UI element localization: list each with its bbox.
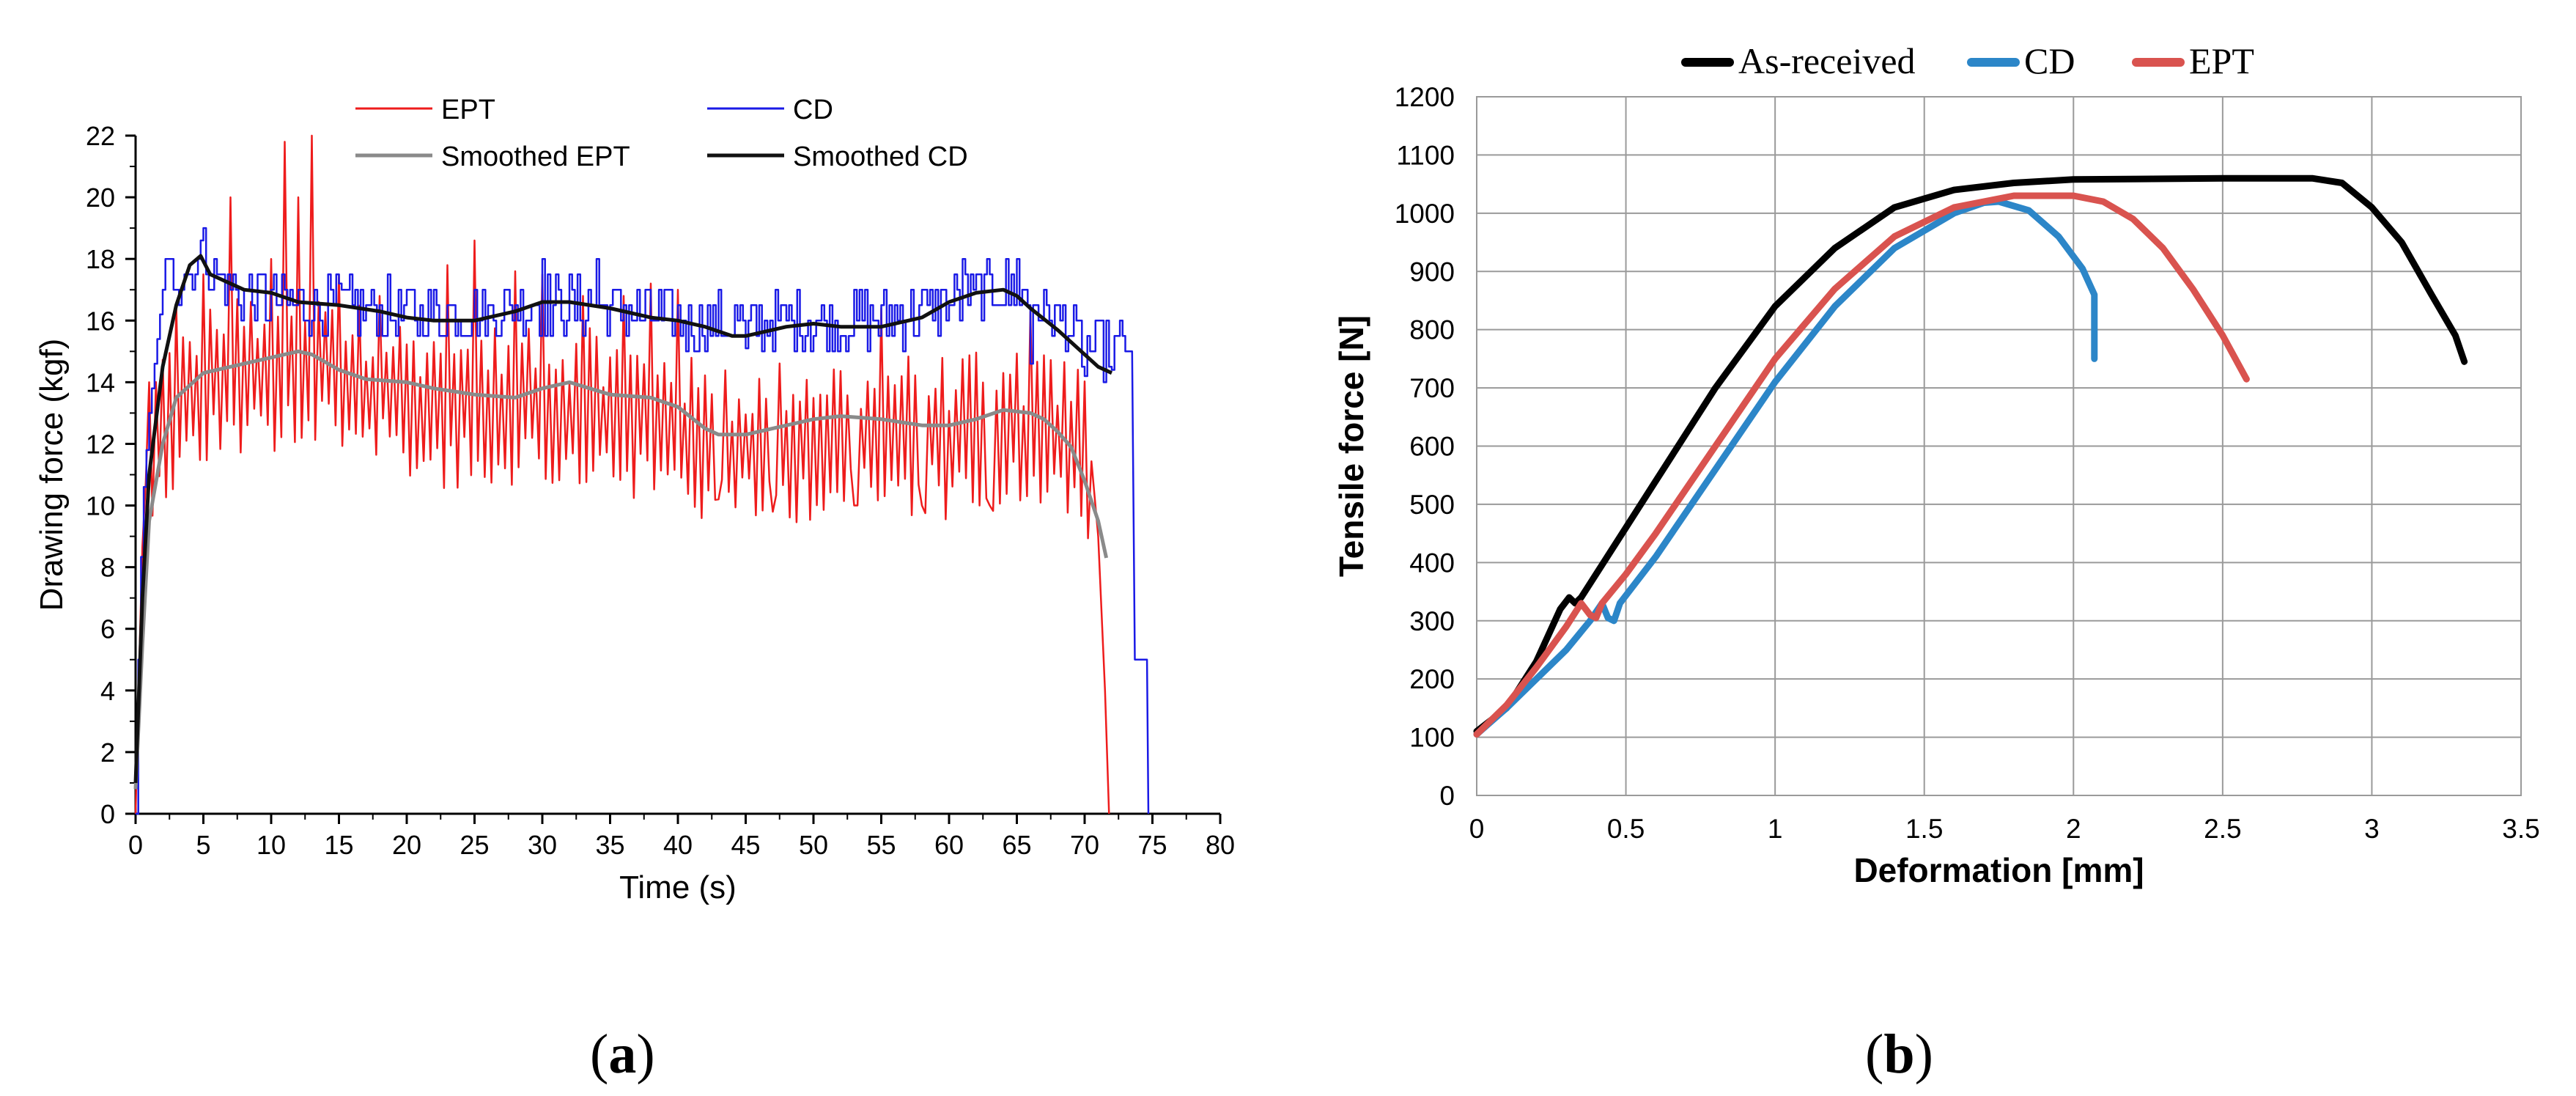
panel-b-series-cd (1473, 198, 2098, 738)
legend-label-smoothed-cd: Smoothed CD (793, 141, 968, 172)
panel-a-x-tick-label: 25 (460, 830, 489, 860)
panel-b-plot-frame (1476, 96, 2522, 796)
panel-a-y-tick-label: 10 (86, 491, 115, 521)
panel-a-caption: (a) (590, 1023, 655, 1086)
panel-b-series (1473, 174, 2468, 738)
panel-a-y-tick-label: 8 (100, 553, 115, 583)
panel-a-x-tick-label: 50 (799, 830, 828, 860)
panel-b-y-tick-label: 0 (1439, 781, 1455, 811)
panel-b-x-tick-label: 0 (1469, 814, 1485, 844)
panel-a-x-tick-label: 0 (128, 830, 143, 860)
panel-b-y-tick-label: 1100 (1396, 140, 1455, 170)
panel-b-x-tick-label: 1 (1768, 814, 1783, 844)
caption-a-open: ( (590, 1023, 609, 1085)
panel-a-y-tick-label: 4 (100, 676, 115, 706)
panel-b-axes: 0100200300400500600700800900100011001200… (1395, 82, 2540, 844)
panel-a-series-smoothed-cd (133, 254, 1113, 784)
panel-a-x-tick-label: 20 (392, 830, 421, 860)
panel-b-y-tick-label: 100 (1409, 723, 1455, 753)
panel-a-y-tick-label: 12 (86, 429, 115, 459)
legend-label-smoothed-ept: Smoothed EPT (441, 141, 630, 172)
panel-b-legend: As-received CD EPT (1681, 40, 2254, 81)
panel-a-y-tick-label: 22 (86, 121, 115, 151)
panel-a-y-tick-label: 20 (86, 183, 115, 213)
panel-b-chart: 0100200300400500600700800900100011001200… (1332, 40, 2540, 889)
panel-a-x-tick-label: 80 (1206, 830, 1235, 860)
panel-a-x-tick-label: 15 (324, 830, 353, 860)
panel-b-caption: (b) (1865, 1023, 1933, 1086)
panel-b-y-tick-label: 1000 (1395, 199, 1455, 229)
panel-a-x-tick-label: 45 (731, 830, 760, 860)
caption-a-close: ) (636, 1023, 655, 1085)
panel-b-x-tick-label: 2.5 (2204, 814, 2241, 844)
panel-a-x-tick-label: 75 (1137, 830, 1167, 860)
legend-label-cd: CD (793, 95, 833, 125)
panel-a-series-cd (136, 227, 1150, 815)
panel-b-y-tick-label: 1200 (1395, 82, 1455, 112)
panel-b-y-tick-label: 900 (1409, 257, 1455, 287)
caption-b-letter: b (1883, 1023, 1915, 1085)
panel-a-series-smoothed-ept (133, 349, 1109, 790)
panel-a-x-tick-label: 60 (934, 830, 964, 860)
panel-a-y-tick-label: 18 (86, 244, 115, 274)
legend-label-ept: EPT (2189, 40, 2254, 81)
panel-b-y-tick-label: 500 (1409, 490, 1455, 520)
panel-a-x-tick-label: 10 (257, 830, 286, 860)
panel-a-y-tick-label: 14 (86, 367, 115, 397)
panel-b-x-tick-label: 3 (2364, 814, 2380, 844)
legend-label-ept: EPT (441, 95, 495, 125)
panel-a-series (133, 134, 1150, 815)
panel-a-x-tick-label: 35 (595, 830, 624, 860)
panel-b-x-axis-label: Deformation [mm] (1853, 851, 2144, 889)
panel-b-y-tick-label: 800 (1409, 315, 1455, 345)
panel-b-y-axis-label: Tensile force [N] (1332, 315, 1370, 577)
panel-b-series-as-received (1473, 174, 2468, 735)
panel-a-series-ept (134, 134, 1110, 814)
panel-a-axes: 0 5 10 15 20 25 30 35 40 45 50 55 60 65 70 75 80 0 2 4 6 8 10 1… (86, 121, 1235, 860)
panel-b-x-tick-label: 1.5 (1905, 814, 1943, 844)
panel-a-chart: 0 5 10 15 20 25 30 35 40 45 50 55 60 65 70 75 80 0 2 4 6 8 10 1… (34, 95, 1235, 905)
panel-b-y-tick-label: 700 (1409, 373, 1455, 403)
legend-label-cd: CD (2024, 40, 2075, 81)
panel-b-y-tick-label: 300 (1409, 606, 1455, 636)
panel-a-x-axis-label: Time (s) (619, 869, 737, 905)
panel-a-x-tick-label: 70 (1070, 830, 1099, 860)
caption-b-close: ) (1914, 1023, 1933, 1085)
panel-a-x-tick-label: 5 (196, 830, 210, 860)
panel-b-y-tick-label: 600 (1409, 432, 1455, 462)
panel-a-x-tick-label: 55 (866, 830, 896, 860)
panel-a-legend: EPT CD Smoothed EPT Smoothed CD (355, 95, 968, 172)
panel-b-x-tick-label: 0.5 (1607, 814, 1645, 844)
caption-a-letter: a (608, 1023, 637, 1085)
panel-a-x-tick-label: 30 (528, 830, 557, 860)
panel-a-y-axis-label: Drawing force (kgf) (34, 339, 70, 611)
panel-a-y-tick-label: 16 (86, 306, 115, 336)
panel-a-y-tick-label: 2 (100, 738, 115, 768)
panel-b-y-tick-label: 200 (1409, 664, 1455, 694)
caption-b-open: ( (1865, 1023, 1884, 1085)
panel-a-y-tick-label: 0 (100, 799, 115, 829)
legend-label-as-received: As-received (1738, 40, 1916, 81)
panel-a-x-tick-label: 40 (663, 830, 693, 860)
panel-b-x-tick-label: 3.5 (2502, 814, 2539, 844)
panel-a-y-tick-label: 6 (100, 614, 115, 644)
panel-b-series-ept (1473, 192, 2250, 738)
panel-b-x-tick-label: 2 (2066, 814, 2081, 844)
panel-b-y-tick-label: 400 (1409, 548, 1455, 578)
panel-a-x-tick-label: 65 (1002, 830, 1031, 860)
